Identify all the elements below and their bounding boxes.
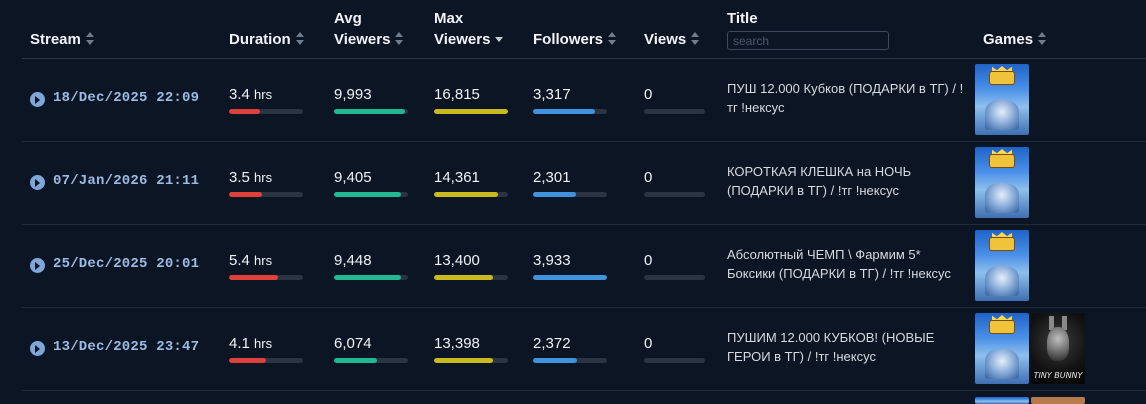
duration-bar: [229, 358, 303, 363]
max-viewers-bar: [434, 275, 508, 280]
followers-bar: [533, 192, 607, 197]
avg-viewers-value: 6,074: [334, 335, 372, 352]
game-label: TINY BUNNY: [1033, 371, 1083, 380]
views-value: 0: [644, 86, 653, 103]
avg-viewers-bar: [334, 358, 408, 363]
bar-fill: [334, 192, 402, 197]
views-bar: [644, 109, 705, 114]
title-search-input[interactable]: [727, 31, 889, 50]
views-value: 0: [644, 169, 653, 186]
views-bar: [644, 358, 705, 363]
bar-fill: [533, 192, 576, 197]
duration-bar: [229, 275, 303, 280]
tiny-bunny-icon[interactable]: TINY BUNNY: [1031, 313, 1085, 384]
followers-value: 3,933: [533, 252, 571, 269]
followers-bar: [533, 358, 607, 363]
column-games[interactable]: Games: [983, 29, 1047, 50]
clash-royale-icon[interactable]: [975, 64, 1029, 135]
column-stream[interactable]: Stream: [30, 29, 95, 50]
bar-fill: [533, 109, 596, 114]
duration-bar: [229, 192, 303, 197]
stream-title: КОРОТКАЯ КЛЕШКА на НОЧЬ (ПОДАРКИ в ТГ) /…: [727, 164, 912, 198]
sort-icon[interactable]: [1038, 32, 1047, 46]
views-value: 0: [644, 335, 653, 352]
views-bar: [644, 275, 705, 280]
expand-row-icon[interactable]: [30, 258, 45, 273]
max-viewers-bar: [434, 109, 508, 114]
avg-viewers-value: 9,993: [334, 86, 372, 103]
column-views[interactable]: Views: [644, 29, 700, 50]
bar-fill: [334, 275, 402, 280]
max-viewers-value: 13,400: [434, 252, 480, 269]
bar-fill: [533, 275, 607, 280]
clash-royale-icon[interactable]: [975, 313, 1029, 384]
stream-title: ПУШИМ 12.000 КУБКОВ! (НОВЫЕ ГЕРОИ в ТГ) …: [727, 330, 935, 364]
column-duration[interactable]: Duration: [229, 29, 305, 50]
avg-viewers-bar: [334, 192, 408, 197]
expand-row-icon[interactable]: [30, 341, 45, 356]
followers-value: 2,372: [533, 335, 571, 352]
followers-value: 3,317: [533, 86, 571, 103]
bar-fill: [334, 109, 406, 114]
duration-bar: [229, 109, 303, 114]
stream-title: ПУШ 12.000 Кубков (ПОДАРКИ в ТГ) / !тг !…: [727, 81, 964, 115]
max-viewers-value: 14,361: [434, 169, 480, 186]
table-row[interactable]: 25/Dec/2025 20:01 5.4 hrs 9,448 13,400 3…: [22, 225, 1146, 308]
followers-bar: [533, 275, 607, 280]
bar-fill: [434, 275, 494, 280]
sort-desc-icon[interactable]: [495, 32, 504, 46]
bar-fill: [434, 109, 508, 114]
column-max-viewers[interactable]: Max Viewers: [434, 8, 504, 50]
duration-value: 5.4 hrs: [229, 252, 273, 269]
column-title: Title: [727, 10, 758, 27]
clash-royale-icon: [975, 397, 1029, 404]
bar-fill: [434, 358, 494, 363]
stream-title: Абсолютный ЧЕМП \ Фармим 5* Боксики (ПОД…: [727, 247, 951, 281]
max-viewers-bar: [434, 192, 508, 197]
bar-fill: [229, 358, 266, 363]
stream-date-link[interactable]: 07/Jan/2026 21:11: [53, 173, 200, 189]
sort-icon[interactable]: [608, 32, 617, 46]
max-viewers-value: 16,815: [434, 86, 480, 103]
sort-icon[interactable]: [691, 32, 700, 46]
bar-fill: [334, 358, 377, 363]
followers-bar: [533, 109, 607, 114]
bar-fill: [229, 192, 262, 197]
sort-icon[interactable]: [85, 32, 95, 46]
clash-royale-icon[interactable]: [975, 147, 1029, 218]
bar-fill: [229, 275, 278, 280]
max-viewers-value: 13,398: [434, 335, 480, 352]
bar-fill: [434, 192, 498, 197]
stream-date-link[interactable]: 25/Dec/2025 20:01: [53, 256, 200, 272]
views-bar: [644, 192, 705, 197]
stream-date-link[interactable]: 13/Dec/2025 23:47: [53, 339, 200, 355]
avg-viewers-value: 9,448: [334, 252, 372, 269]
expand-row-icon[interactable]: [30, 92, 45, 107]
duration-value: 3.5 hrs: [229, 169, 273, 186]
avg-viewers-bar: [334, 109, 408, 114]
table-header: Stream Duration Avg Viewers Max Viewers …: [0, 0, 1146, 59]
header-divider: [22, 58, 1146, 59]
clash-royale-icon[interactable]: [975, 230, 1029, 301]
duration-value: 3.4 hrs: [229, 86, 273, 103]
views-value: 0: [644, 252, 653, 269]
bar-fill: [533, 358, 578, 363]
column-avg-viewers[interactable]: Avg Viewers: [334, 8, 404, 50]
avg-viewers-value: 9,405: [334, 169, 372, 186]
sort-icon[interactable]: [295, 32, 305, 46]
stream-date-link[interactable]: 18/Dec/2025 22:09: [53, 90, 200, 106]
game-thumbnail-icon: [1031, 397, 1085, 404]
sort-icon[interactable]: [395, 32, 404, 46]
max-viewers-bar: [434, 358, 508, 363]
avg-viewers-bar: [334, 275, 408, 280]
column-followers[interactable]: Followers: [533, 29, 617, 50]
expand-row-icon[interactable]: [30, 175, 45, 190]
table-row[interactable]: 07/Jan/2026 21:11 3.5 hrs 9,405 14,361 2…: [22, 142, 1146, 225]
followers-value: 2,301: [533, 169, 571, 186]
bar-fill: [229, 109, 261, 114]
table-row[interactable]: 18/Dec/2025 22:09 3.4 hrs 9,993 16,815 3…: [22, 59, 1146, 142]
table-row[interactable]: 13/Dec/2025 23:47 4.1 hrs 6,074 13,398 2…: [22, 308, 1146, 391]
duration-value: 4.1 hrs: [229, 335, 273, 352]
